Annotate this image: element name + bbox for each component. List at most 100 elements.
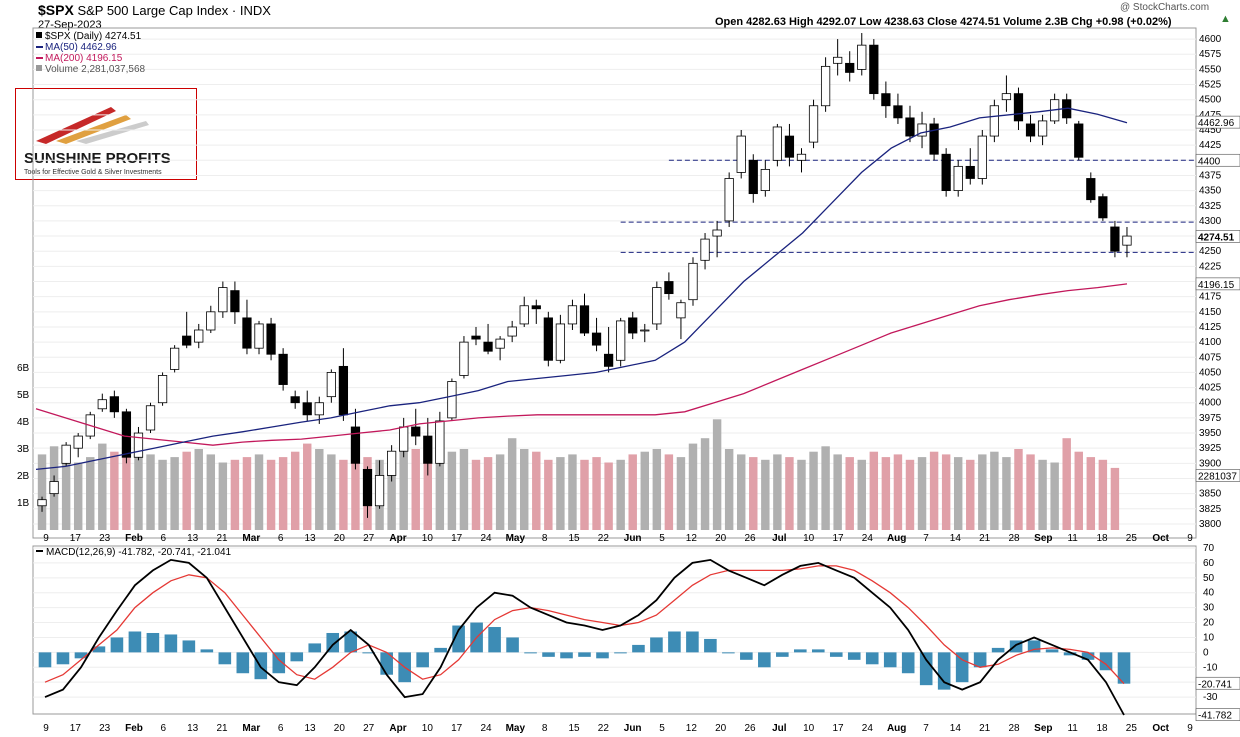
volume-bar (1086, 457, 1096, 530)
candle-body (1086, 178, 1096, 201)
histogram-bar (1045, 649, 1059, 653)
candle-body (760, 168, 770, 192)
x-tick-label: 18 (1096, 723, 1108, 734)
histogram-bar (740, 652, 753, 660)
x-tick-label: 28 (1008, 723, 1020, 734)
volume-bar (520, 449, 529, 530)
candle-body (881, 93, 891, 107)
price-tick-label: 4550 (1199, 64, 1222, 75)
candle-body (989, 105, 999, 137)
price-tick-label: 4375 (1199, 170, 1222, 181)
x-tick-label: 13 (304, 533, 316, 544)
x-tick-label: 7 (923, 723, 929, 734)
histogram-bar (452, 625, 465, 653)
x-tick-label: 5 (659, 723, 665, 734)
x-tick-label: Jul (772, 723, 787, 734)
candle-body (266, 323, 276, 355)
histogram-bar (182, 640, 196, 653)
x-tick-label: 24 (862, 533, 874, 544)
x-tick-label: 9 (43, 723, 49, 734)
macd-tick-label: -30 (1203, 692, 1218, 703)
macd-value-label: -20.741 (1198, 679, 1232, 690)
macd-tick-label: 50 (1203, 573, 1215, 584)
watermark: @ StockCharts.com (1120, 2, 1210, 13)
volume-bar (604, 462, 613, 530)
candle-body (326, 372, 336, 398)
histogram-bar (524, 652, 537, 654)
histogram-bar (704, 638, 717, 653)
candle-body (929, 123, 939, 155)
x-tick-label: 17 (70, 723, 82, 734)
x-tick-label: 17 (832, 533, 844, 544)
x-tick-label: 10 (422, 723, 434, 734)
volume-bar (966, 459, 975, 530)
volume-bar (676, 457, 686, 530)
volume-bar (833, 454, 842, 530)
candle-body (447, 381, 457, 419)
x-tick-label: May (506, 723, 526, 734)
histogram-bar (164, 634, 178, 653)
volume-bar (905, 459, 915, 530)
volume-bar (158, 459, 167, 530)
x-tick-label: 17 (832, 723, 844, 734)
volume-bar (785, 457, 794, 530)
x-tick-label: Feb (125, 533, 143, 544)
x-tick-label: Jul (772, 533, 787, 544)
legend-ma50: MA(50) 4462.96 (45, 42, 117, 53)
price-right-labels: 4462.96 4400 4274.51 4196.15 2281037 (1195, 115, 1240, 482)
candle-body (953, 165, 963, 192)
macd-tick-label: 0 (1203, 647, 1209, 658)
x-tick-label: 14 (950, 723, 962, 734)
histogram-bar (344, 631, 358, 653)
volume-bar (1098, 459, 1108, 530)
volume-bar (483, 457, 493, 530)
x-tick-label: Jun (624, 533, 642, 544)
volume-bar (978, 454, 987, 530)
price-tick-label: 4575 (1199, 49, 1222, 60)
x-tick-label: 20 (334, 723, 346, 734)
volume-bar (73, 462, 83, 530)
candle-body (712, 229, 722, 237)
legend-price: $SPX (Daily) 4274.51 (45, 31, 142, 42)
price-tick-label: 3850 (1199, 489, 1222, 500)
x-tick-label: 14 (950, 533, 962, 544)
price-gridlines (33, 38, 1196, 525)
x-tick-label: 24 (480, 723, 492, 734)
histogram-bar (883, 652, 897, 668)
macd-gridlines (33, 547, 1196, 698)
volume-bar (61, 459, 71, 530)
x-tick-label: Sep (1034, 533, 1052, 544)
candle-body (423, 435, 433, 464)
histogram-bar (955, 652, 969, 683)
x-tick-label: May (506, 533, 526, 544)
volume-bar (809, 451, 818, 530)
macd-right-labels: -20.741 -41.782 (1195, 676, 1240, 722)
volume-bar (664, 454, 674, 530)
macd-panel-frame (32, 545, 1197, 715)
x-tick-label: Aug (887, 533, 906, 544)
x-tick-label: 20 (334, 533, 346, 544)
value-label: 4196.15 (1198, 280, 1235, 291)
volume-bar (1014, 449, 1023, 530)
candle-body (567, 305, 578, 325)
x-tick-label: 9 (1187, 533, 1193, 544)
volume-tick-label: 6B (17, 363, 30, 374)
x-tick-label: 6 (278, 723, 284, 734)
x-tick-label: 27 (363, 533, 375, 544)
x-tick-label: Sep (1034, 723, 1052, 734)
x-tick-label: Oct (1152, 533, 1169, 544)
volume-bar (821, 446, 830, 530)
value-label: 4274.51 (1198, 232, 1235, 243)
histogram-bar (1117, 652, 1131, 684)
legend-volume: Volume 2,281,037,568 (45, 64, 146, 75)
x-tick-label: 17 (451, 723, 463, 734)
volume-bar (1002, 457, 1011, 530)
price-tick-label: 3975 (1199, 413, 1222, 424)
volume-bar (182, 451, 191, 530)
logo-title: SUNSHINE PROFITS (24, 150, 171, 167)
exchange: INDX (239, 3, 271, 18)
sunshine-profits-logo: SUNSHINE PROFITS Tools for Effective Gol… (15, 88, 197, 180)
volume-bar (242, 457, 252, 530)
x-tick-label: 8 (542, 723, 548, 734)
volume-tick-label: 2B (17, 471, 30, 482)
